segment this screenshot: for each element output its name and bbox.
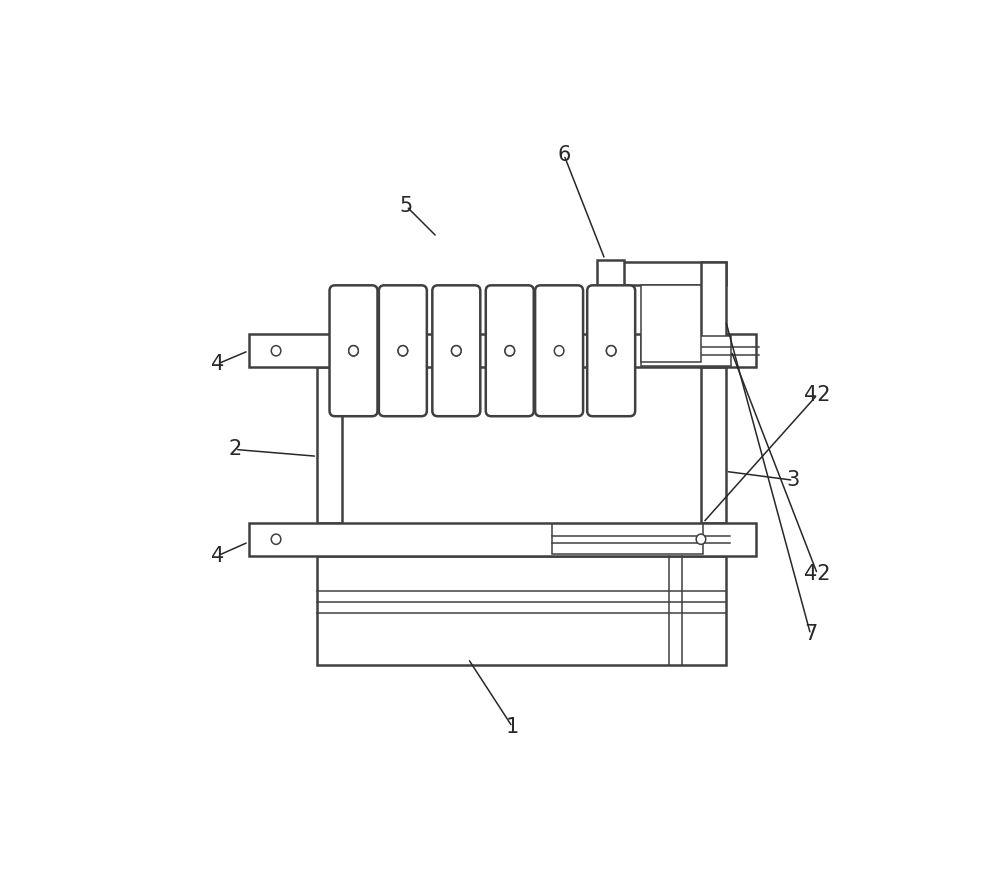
Bar xyxy=(552,524,703,554)
FancyBboxPatch shape xyxy=(535,286,583,417)
FancyBboxPatch shape xyxy=(330,286,377,417)
Text: 7: 7 xyxy=(804,625,817,644)
Text: 6: 6 xyxy=(557,145,571,165)
Ellipse shape xyxy=(505,345,515,356)
Ellipse shape xyxy=(398,345,408,356)
Text: 4: 4 xyxy=(211,354,224,374)
FancyBboxPatch shape xyxy=(587,286,635,417)
Ellipse shape xyxy=(452,345,461,356)
Bar xyxy=(317,555,726,666)
Bar xyxy=(641,336,731,366)
Ellipse shape xyxy=(554,345,564,356)
Ellipse shape xyxy=(271,534,281,545)
Bar xyxy=(641,285,701,361)
Ellipse shape xyxy=(696,534,706,545)
Text: 1: 1 xyxy=(506,717,519,737)
Ellipse shape xyxy=(349,345,358,356)
Bar xyxy=(701,262,726,365)
Bar xyxy=(317,368,342,522)
Bar xyxy=(249,522,756,555)
Ellipse shape xyxy=(606,345,616,356)
Ellipse shape xyxy=(271,345,281,356)
Bar xyxy=(249,335,756,368)
Ellipse shape xyxy=(606,345,616,356)
Bar xyxy=(701,368,726,522)
Bar xyxy=(600,262,726,285)
Ellipse shape xyxy=(505,345,515,356)
Bar xyxy=(597,260,624,287)
FancyBboxPatch shape xyxy=(486,286,534,417)
Ellipse shape xyxy=(452,345,461,356)
Text: 42: 42 xyxy=(804,384,831,405)
Text: 5: 5 xyxy=(400,196,413,216)
FancyBboxPatch shape xyxy=(432,286,480,417)
Text: 4: 4 xyxy=(211,546,224,566)
Text: 42: 42 xyxy=(804,564,831,584)
Text: 2: 2 xyxy=(228,440,242,459)
Ellipse shape xyxy=(398,345,408,356)
Ellipse shape xyxy=(349,345,358,356)
Text: 3: 3 xyxy=(787,470,800,490)
FancyBboxPatch shape xyxy=(379,286,427,417)
